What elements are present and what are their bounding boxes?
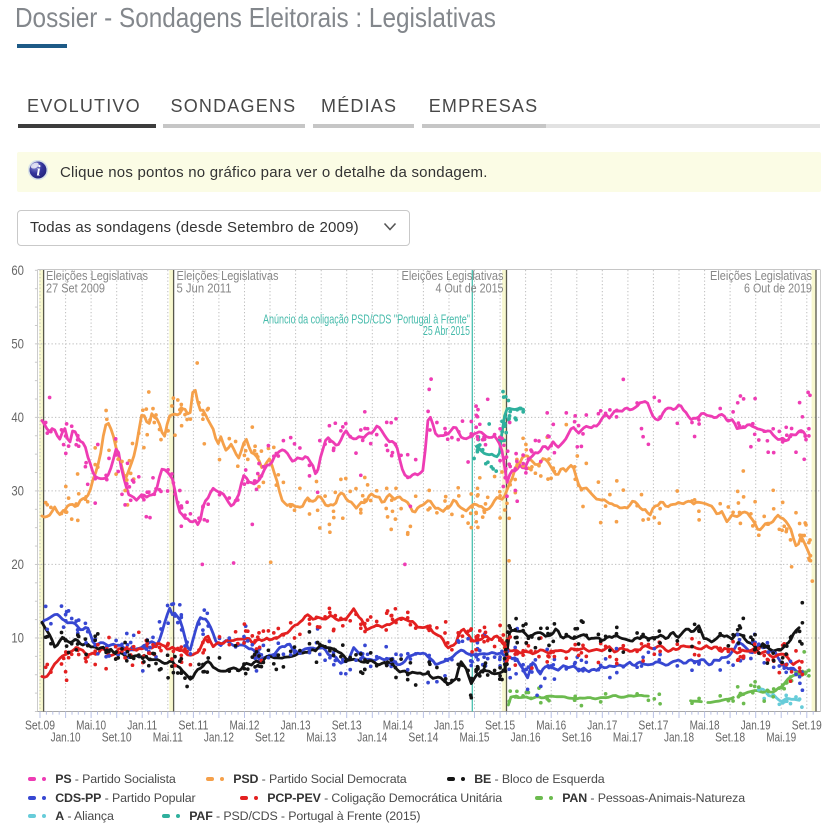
svg-text:Set.12: Set.12 [255,731,285,745]
svg-text:Set.10: Set.10 [102,731,132,745]
svg-text:Set.11: Set.11 [178,719,208,733]
svg-text:Set.16: Set.16 [562,731,592,745]
svg-text:Mai.14: Mai.14 [383,719,413,733]
svg-text:Mai.15: Mai.15 [460,731,490,745]
svg-text:Mai.10: Mai.10 [76,719,106,733]
svg-text:Mai.17: Mai.17 [613,731,643,745]
svg-text:50: 50 [11,337,24,352]
svg-text:i: i [36,163,40,179]
svg-text:Jan.13: Jan.13 [281,719,311,733]
svg-text:Jan.18: Jan.18 [664,731,694,745]
svg-text:Set.19: Set.19 [792,719,822,733]
svg-text:Set.09: Set.09 [25,719,55,733]
svg-text:Set.17: Set.17 [638,719,668,733]
svg-text:Set.15: Set.15 [485,719,515,733]
svg-text:6 Out de 2019: 6 Out de 2019 [744,282,812,296]
svg-text:Mai.13: Mai.13 [306,731,336,745]
svg-text:5 Jun 2011: 5 Jun 2011 [177,282,232,296]
svg-text:Jan.15: Jan.15 [434,719,464,733]
svg-text:60: 60 [11,263,24,278]
svg-text:Jan.10: Jan.10 [51,731,81,745]
svg-text:Eleições Legislativas: Eleições Legislativas [46,269,148,283]
svg-text:27 Set 2009: 27 Set 2009 [46,282,105,296]
svg-text:Mai.11: Mai.11 [153,731,183,745]
svg-text:Set.18: Set.18 [715,731,745,745]
svg-text:Jan.11: Jan.11 [127,719,157,733]
svg-text:Eleições Legislativas: Eleições Legislativas [710,269,812,283]
svg-text:Set.13: Set.13 [332,719,362,733]
svg-text:Mai.18: Mai.18 [690,719,720,733]
svg-text:10: 10 [11,631,24,646]
svg-text:Jan.16: Jan.16 [511,731,541,745]
svg-text:Jan.12: Jan.12 [204,731,234,745]
svg-text:Jan.14: Jan.14 [357,731,387,745]
svg-text:40: 40 [11,410,24,425]
svg-text:Mai.16: Mai.16 [536,719,566,733]
svg-text:20: 20 [11,557,24,572]
svg-text:Jan.19: Jan.19 [741,719,771,733]
svg-text:4 Out de 2015: 4 Out de 2015 [436,282,504,296]
svg-text:Eleições Legislativas: Eleições Legislativas [402,269,504,283]
svg-text:Set.14: Set.14 [408,731,438,745]
svg-text:25 Abr 2015: 25 Abr 2015 [423,324,470,338]
svg-text:Mai.19: Mai.19 [766,731,796,745]
svg-text:30: 30 [11,484,24,499]
svg-text:Jan.17: Jan.17 [587,719,617,733]
svg-text:Anúncio da coligação PSD/CDS ": Anúncio da coligação PSD/CDS "Portugal à… [263,313,470,327]
svg-text:Eleições Legislativas: Eleições Legislativas [177,269,279,283]
svg-text:Mai.12: Mai.12 [230,719,260,733]
